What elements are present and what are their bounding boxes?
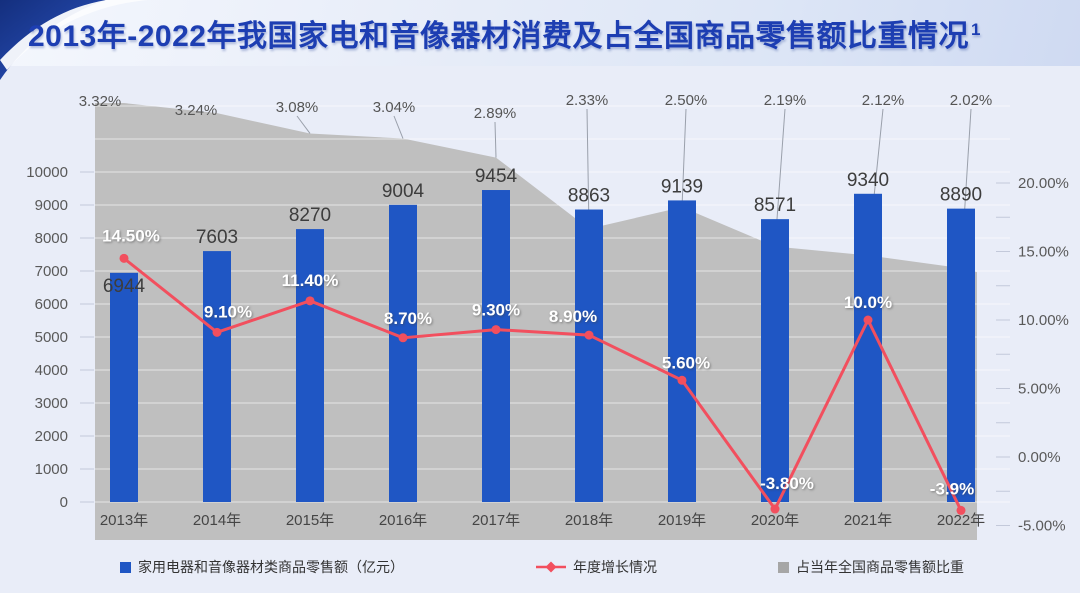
line-value-label: 10.0%: [844, 293, 892, 312]
area-value-label: 3.08%: [276, 99, 319, 116]
bar: [761, 219, 789, 503]
left-axis-label: 4000: [35, 362, 68, 379]
left-axis-label: 7000: [35, 263, 68, 280]
area-value-label: 3.24%: [175, 102, 218, 119]
area-label-leader: [296, 115, 311, 134]
bar-value-label: 9454: [475, 166, 518, 187]
area-value-label: 2.12%: [862, 92, 905, 109]
bar: [203, 251, 231, 502]
area-value-label: 3.32%: [79, 93, 122, 110]
line-series-marker-icon: [536, 561, 566, 573]
page-title-text: 2013年-2022年我国家电和音像器材消费及占全国商品零售额比重情况: [28, 20, 969, 53]
right-axis-label: 10.00%: [1018, 312, 1069, 329]
bar-value-label: 8863: [568, 186, 610, 207]
bar-value-label: 8270: [289, 205, 331, 226]
line-value-label: -3.9%: [930, 479, 974, 498]
x-axis-label: 2021年: [844, 512, 892, 529]
bar-value-label: 9340: [847, 170, 889, 191]
bar-value-label: 6944: [103, 276, 146, 297]
right-axis-label: 15.00%: [1018, 244, 1069, 261]
line-value-label: 14.50%: [102, 226, 160, 245]
left-axis-label: 2000: [35, 428, 68, 445]
x-axis-label: 2019年: [658, 512, 706, 529]
bar: [110, 272, 138, 502]
left-axis-label: 0: [60, 494, 68, 511]
bar-value-label: 8571: [754, 195, 796, 216]
x-axis-label: 2022年: [937, 512, 985, 529]
x-axis-label: 2013年: [100, 512, 148, 529]
bar: [575, 209, 603, 502]
bar-value-label: 8890: [940, 185, 982, 206]
line-value-label: 11.40%: [282, 271, 339, 290]
bar: [668, 200, 696, 502]
line-point: [119, 253, 129, 263]
right-axis-label: 0.00%: [1018, 449, 1061, 466]
x-axis-label: 2018年: [565, 512, 613, 529]
chart-legend: 家用电器和音像器材类商品零售额（亿元） 年度增长情况 占当年全国商品零售额比重: [0, 553, 1080, 581]
area-series-swatch-icon: [778, 561, 789, 573]
area-label-leader: [393, 115, 404, 139]
right-axis-label: 5.00%: [1018, 381, 1061, 398]
line-series-growth: [123, 257, 963, 512]
line-value-label: 9.10%: [204, 302, 252, 321]
right-axis-label: 20.00%: [1018, 175, 1069, 192]
x-axis-label: 2014年: [193, 512, 241, 529]
corner-decoration-icon: [0, 0, 148, 80]
line-point: [305, 296, 315, 306]
line-point: [677, 375, 687, 385]
legend-item-bar-series: 家用电器和音像器材类商品零售额（亿元）: [120, 553, 404, 581]
line-point: [863, 315, 873, 325]
bar-value-label: 9139: [661, 176, 703, 197]
area-label-leader: [681, 108, 687, 208]
x-axis-label: 2016年: [379, 512, 427, 529]
legend-label-line-series: 年度增长情况: [573, 559, 657, 575]
line-value-label: 8.70%: [384, 309, 432, 328]
area-label-leader: [494, 121, 497, 158]
left-axis-label: 5000: [35, 329, 68, 346]
left-axis-label: 8000: [35, 230, 68, 247]
page-title: 2013年-2022年我国家电和音像器材消费及占全国商品零售额比重情况 1: [28, 11, 981, 55]
area-value-label: 2.02%: [950, 92, 993, 109]
line-value-label: 9.30%: [472, 301, 520, 320]
bar: [947, 208, 975, 502]
line-point: [584, 330, 594, 340]
x-axis-label: 2015年: [286, 512, 334, 529]
bar: [296, 229, 324, 502]
line-value-label: 8.90%: [549, 307, 597, 326]
line-point: [491, 325, 501, 335]
title-footnote-marker: 1: [970, 20, 981, 39]
bar: [482, 190, 510, 502]
left-axis-label: 9000: [35, 197, 68, 214]
line-point: [770, 504, 780, 514]
left-axis-label: 10000: [26, 164, 68, 181]
legend-label-bar-series: 家用电器和音像器材类商品零售额（亿元）: [138, 559, 404, 575]
line-point: [398, 333, 408, 343]
x-axis-label: 2020年: [751, 512, 799, 529]
consumption-combo-chart: 0 1000 2000 3000 4000 5000 6000 7000 8000 9000 100…: [26, 92, 1069, 540]
bar-series-swatch-icon: [120, 561, 131, 573]
left-axis-label: 1000: [35, 461, 68, 478]
area-value-label: 3.04%: [373, 99, 416, 116]
bar: [389, 204, 417, 503]
left-axis-label: 3000: [35, 395, 68, 412]
x-axis-label: 2017年: [472, 512, 520, 529]
bar-value-label: 9004: [382, 181, 425, 202]
line-point: [956, 505, 966, 515]
legend-label-area-series: 占当年全国商品零售额比重: [796, 559, 964, 575]
legend-item-line-series: 年度增长情况: [536, 553, 657, 581]
area-value-label: 2.19%: [764, 92, 807, 109]
line-value-label: 5.60%: [662, 353, 710, 372]
line-value-label: -3.80%: [760, 474, 814, 493]
area-value-label: 2.50%: [665, 92, 708, 109]
right-axis-label: -5.00%: [1018, 518, 1066, 535]
area-value-label: 2.33%: [566, 92, 609, 109]
area-label-leader: [586, 108, 590, 229]
header-banner: 2013年-2022年我国家电和音像器材消费及占全国商品零售额比重情况 1: [0, 0, 1080, 80]
bar: [854, 193, 882, 502]
left-axis-label: 6000: [35, 296, 68, 313]
line-point: [212, 327, 222, 337]
legend-item-area-series: 占当年全国商品零售额比重: [778, 553, 964, 581]
bar-value-label: 7603: [196, 227, 238, 248]
area-value-label: 2.89%: [474, 105, 517, 122]
